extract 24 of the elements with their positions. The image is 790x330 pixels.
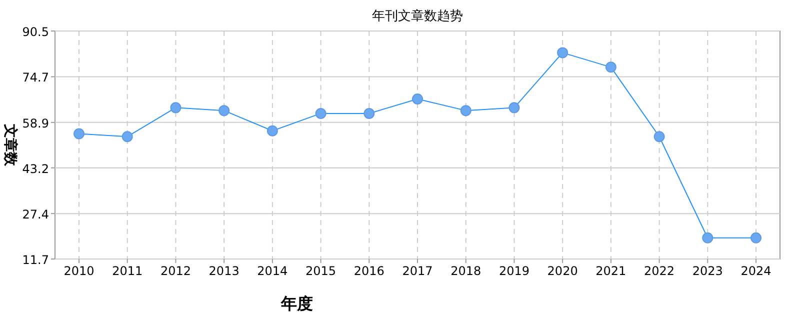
y-tick-label: 43.2 (22, 162, 49, 176)
x-tick-label: 2019 (498, 264, 530, 278)
x-tick-label: 2012 (160, 264, 191, 278)
y-axis-title: 文章数 (2, 123, 19, 167)
y-tick-label: 58.9 (22, 116, 49, 130)
x-tick-label: 2013 (208, 264, 240, 278)
x-tick-label: 2011 (112, 264, 143, 278)
x-tick-label: 2018 (450, 264, 482, 278)
y-tick-label: 74.7 (22, 70, 49, 85)
x-tick-label: 2015 (306, 264, 336, 278)
chart-title: 年刊文章数趋势 (372, 9, 463, 24)
x-tick-label: 2014 (257, 264, 288, 278)
x-tick-label: 2023 (692, 264, 723, 278)
x-tick-label: 2016 (354, 264, 384, 278)
x-tick-label: 2021 (596, 264, 626, 278)
x-tick-label: 2024 (740, 264, 772, 278)
x-axis-title: 年度 (280, 294, 313, 313)
x-tick-label: 2010 (64, 264, 94, 278)
y-tick-label: 90.5 (22, 25, 49, 39)
x-tick-label: 2017 (402, 264, 433, 278)
y-tick-label: 11.7 (22, 253, 49, 267)
x-tick-label: 2022 (644, 264, 675, 278)
x-tick-label: 2020 (547, 264, 578, 278)
y-tick-label: 27.4 (22, 208, 49, 222)
